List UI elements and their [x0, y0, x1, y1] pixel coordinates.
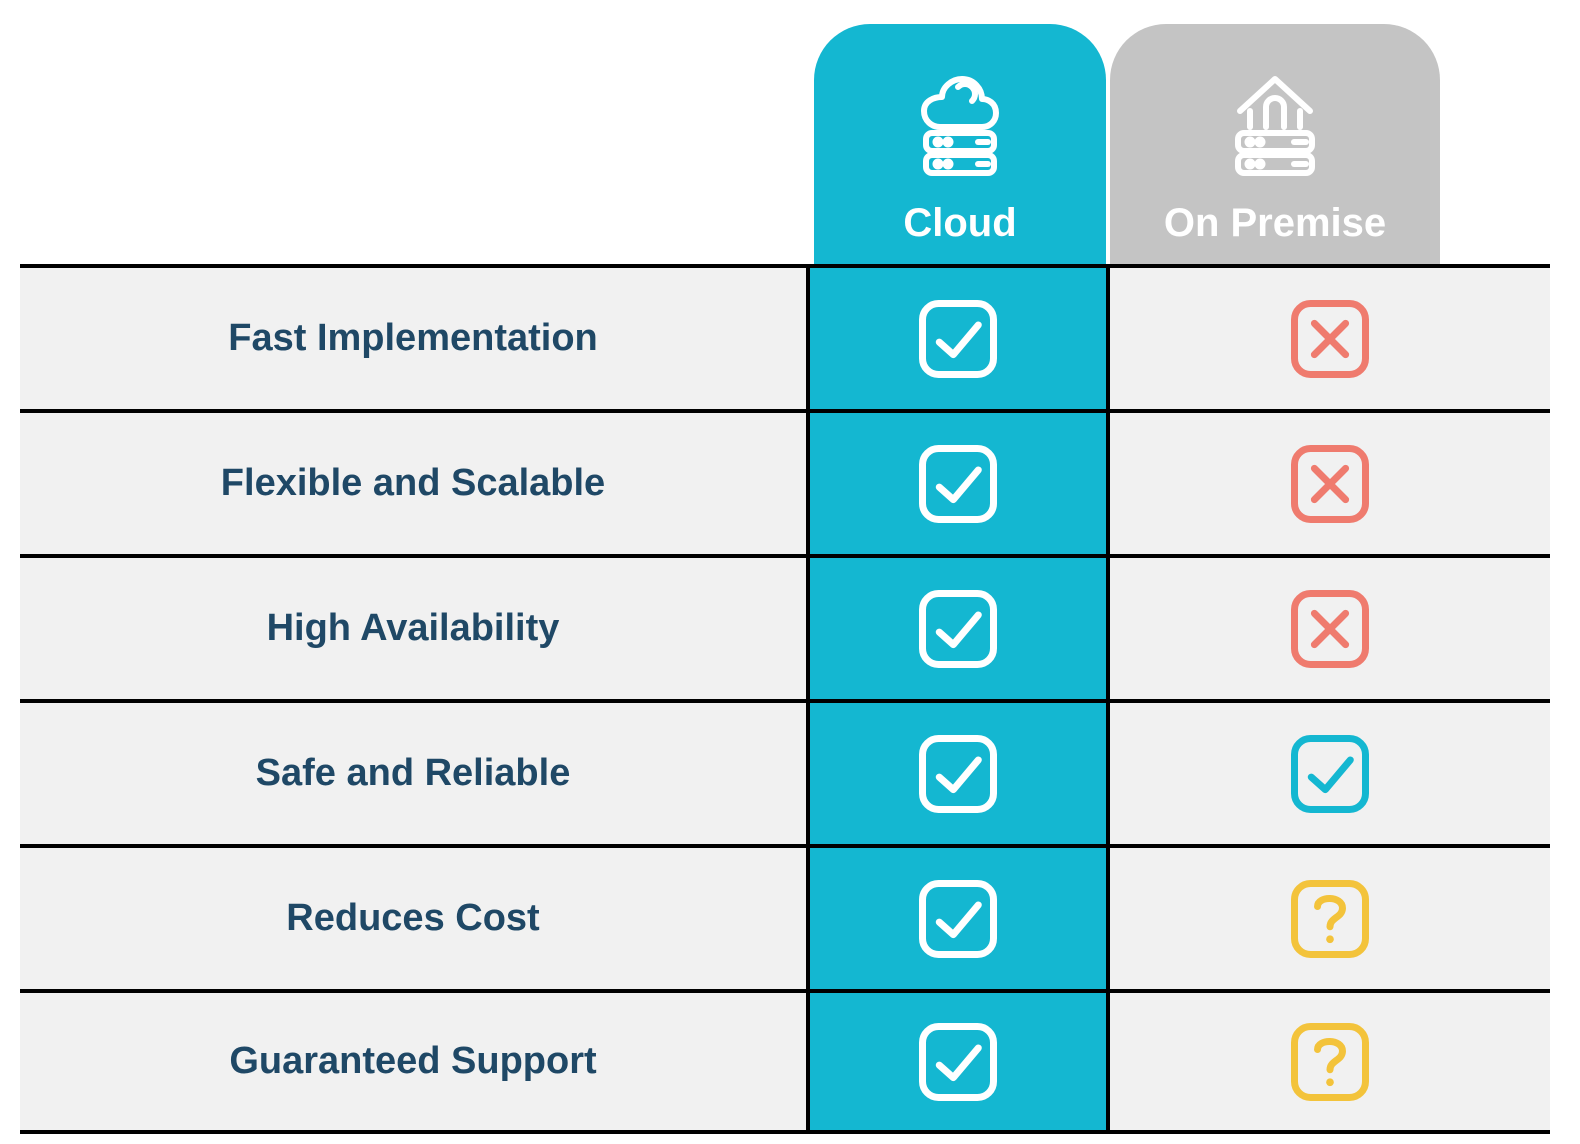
- cloud-value-cell: [810, 558, 1110, 699]
- feature-label: Reduces Cost: [20, 848, 810, 989]
- cloud-value-cell: [810, 703, 1110, 844]
- cross-icon: [1291, 300, 1369, 378]
- check-icon: [1291, 735, 1369, 813]
- cloud-value-cell: [810, 413, 1110, 554]
- feature-label: Flexible and Scalable: [20, 413, 810, 554]
- column-header-on-premise: On Premise: [1110, 24, 1440, 264]
- cloud-value-cell: [810, 993, 1110, 1130]
- comparison-table: Fast Implementation Flexible and Scalabl…: [20, 264, 1550, 1134]
- check-icon: [919, 880, 997, 958]
- on-premise-value-cell: [1110, 848, 1550, 989]
- feature-label: Fast Implementation: [20, 268, 810, 409]
- check-icon: [919, 445, 997, 523]
- table-row: Reduces Cost: [20, 844, 1550, 989]
- cross-icon: [1291, 590, 1369, 668]
- table-row: Flexible and Scalable: [20, 409, 1550, 554]
- table-row: High Availability: [20, 554, 1550, 699]
- check-icon: [919, 735, 997, 813]
- table-row: Fast Implementation: [20, 264, 1550, 409]
- cloud-value-cell: [810, 848, 1110, 989]
- check-icon: [919, 300, 997, 378]
- table-row: Safe and Reliable: [20, 699, 1550, 844]
- column-header-cloud: Cloud: [814, 24, 1106, 264]
- on-premise-value-cell: [1110, 413, 1550, 554]
- cross-icon: [1291, 445, 1369, 523]
- feature-label: Safe and Reliable: [20, 703, 810, 844]
- comparison-infographic: Cloud On Premis: [0, 0, 1580, 1144]
- on-premise-value-cell: [1110, 703, 1550, 844]
- cloud-value-cell: [810, 268, 1110, 409]
- house-server-icon: [1210, 63, 1340, 193]
- question-icon: [1291, 880, 1369, 958]
- feature-label: High Availability: [20, 558, 810, 699]
- table-row: Guaranteed Support: [20, 989, 1550, 1134]
- column-header-cloud-label: Cloud: [903, 201, 1016, 246]
- check-icon: [919, 590, 997, 668]
- on-premise-value-cell: [1110, 268, 1550, 409]
- column-header-on-premise-label: On Premise: [1164, 201, 1386, 246]
- question-icon: [1291, 1023, 1369, 1101]
- check-icon: [919, 1023, 997, 1101]
- on-premise-value-cell: [1110, 993, 1550, 1130]
- on-premise-value-cell: [1110, 558, 1550, 699]
- feature-label: Guaranteed Support: [20, 993, 810, 1130]
- cloud-server-icon: [900, 63, 1020, 193]
